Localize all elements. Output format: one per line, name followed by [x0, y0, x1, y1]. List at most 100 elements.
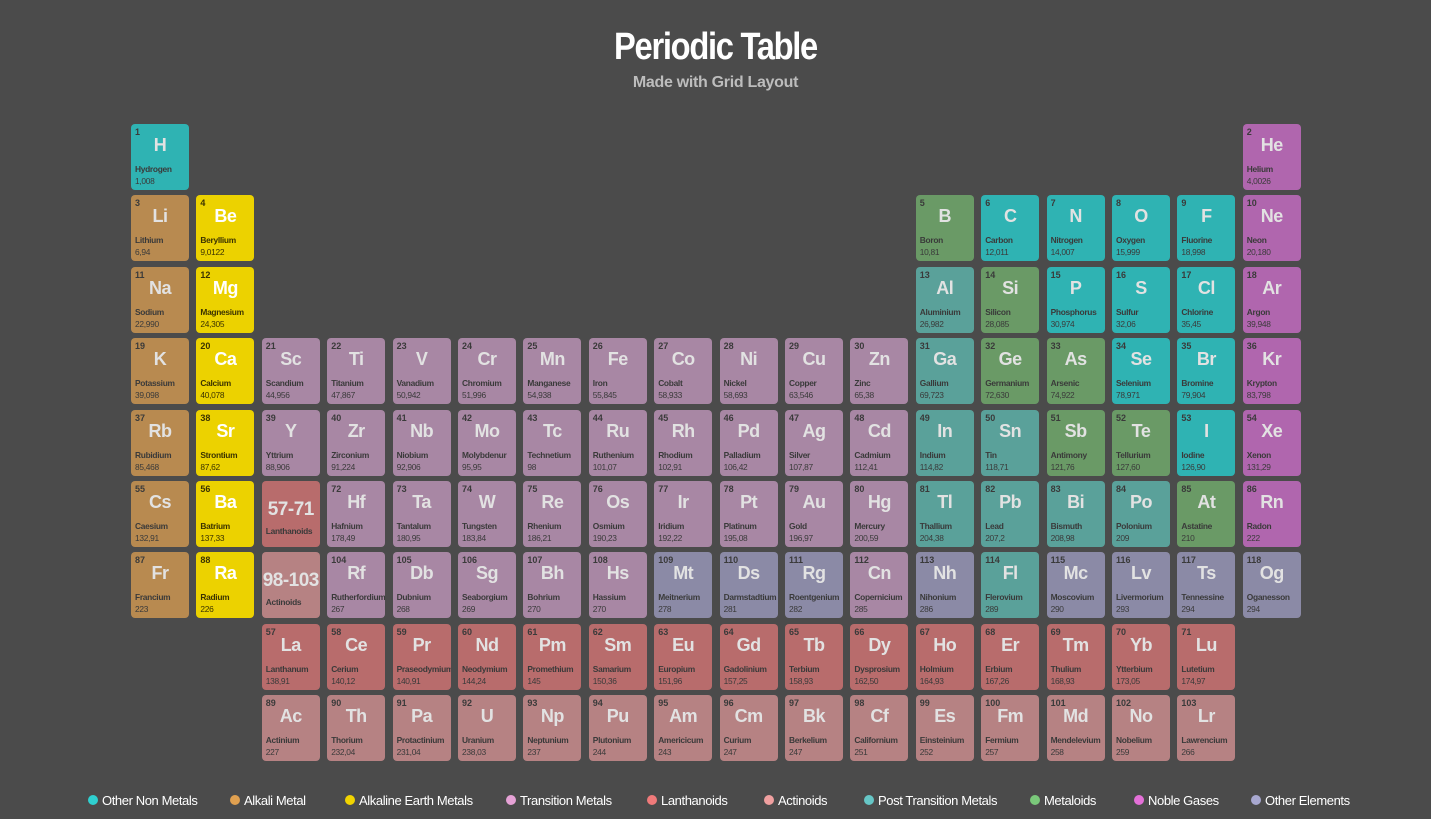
element-neon[interactable]: 10 Ne Neon 20,180 — [1242, 195, 1301, 262]
element-iridium[interactable]: 77 Ir Iridium 192,22 — [654, 481, 713, 547]
element-xenon[interactable]: 54 Xe Xenon 131,29 — [1242, 409, 1301, 476]
element-beryllium[interactable]: 4 Be Beryllium 9,0122 — [196, 195, 255, 262]
element-rhenium[interactable]: 75 Re Rhenium 186,21 — [523, 481, 582, 547]
element-thallium[interactable]: 81 Tl Thallium 204,38 — [915, 481, 974, 547]
element-dubnium[interactable]: 105 Db Dubnium 268 — [392, 552, 451, 619]
element-neodymium[interactable]: 60 Nd Neodymium 144,24 — [458, 623, 516, 690]
element-zinc[interactable]: 30 Zn Zinc 65,38 — [850, 338, 909, 405]
element-lanthanum[interactable]: 57 La Lanthanum 138,91 — [261, 623, 320, 690]
element-phosphorus[interactable]: 15 P Phosphorus 30,974 — [1046, 266, 1105, 333]
element-neptunium[interactable]: 93 Np Neptunium 237 — [523, 695, 582, 762]
element-osmium[interactable]: 76 Os Osmium 190,23 — [588, 481, 647, 547]
element-flerovium[interactable]: 114 Fl Flerovium 289 — [981, 552, 1040, 619]
element-plutonium[interactable]: 94 Pu Plutonium 244 — [588, 695, 647, 762]
element-tungsten[interactable]: 74 W Tungsten 183,84 — [458, 481, 516, 547]
element-molybdenur[interactable]: 42 Mo Molybdenur 95,95 — [458, 409, 516, 476]
element-roentgenium[interactable]: 111 Rg Roentgenium 282 — [785, 552, 843, 619]
element-oxygen[interactable]: 8 O Oxygen 15,999 — [1112, 195, 1170, 262]
element-chlorine[interactable]: 17 Cl Chlorine 35,45 — [1177, 266, 1236, 333]
element-fluorine[interactable]: 9 F Fluorine 18,998 — [1177, 195, 1236, 262]
element-chromium[interactable]: 24 Cr Chromium 51,996 — [458, 338, 516, 405]
element-group-actinoids[interactable]: 98-103 Actinoids — [261, 552, 320, 619]
element-cobalt[interactable]: 27 Co Cobalt 58,933 — [654, 338, 713, 405]
element-uranium[interactable]: 92 U Uranium 238,03 — [458, 695, 516, 762]
element-cerium[interactable]: 58 Ce Cerium 140,12 — [327, 623, 386, 690]
element-titanium[interactable]: 22 Ti Titanium 47,867 — [327, 338, 386, 405]
element-europium[interactable]: 63 Eu Europium 151,96 — [654, 623, 713, 690]
element-nobelium[interactable]: 102 No Nobelium 259 — [1112, 695, 1170, 762]
element-holmium[interactable]: 67 Ho Holmium 164,93 — [915, 623, 974, 690]
element-krypton[interactable]: 36 Kr Krypton 83,798 — [1242, 338, 1301, 405]
element-hafnium[interactable]: 72 Hf Hafnium 178,49 — [327, 481, 386, 547]
element-erbium[interactable]: 68 Er Erbium 167,26 — [981, 623, 1040, 690]
element-actinium[interactable]: 89 Ac Actinium 227 — [261, 695, 320, 762]
element-calcium[interactable]: 20 Ca Calcium 40,078 — [196, 338, 255, 405]
element-sodium[interactable]: 11 Na Sodium 22,990 — [131, 266, 189, 333]
element-germanium[interactable]: 32 Ge Germanium 72,630 — [981, 338, 1040, 405]
element-promethium[interactable]: 61 Pm Promethium 145 — [523, 623, 582, 690]
element-livermorium[interactable]: 116 Lv Livermorium 293 — [1112, 552, 1170, 619]
legend-item[interactable]: Actinoids — [764, 790, 828, 810]
element-protactinium[interactable]: 91 Pa Protactinium 231,04 — [392, 695, 451, 762]
element-californium[interactable]: 98 Cf Californium 251 — [850, 695, 909, 762]
element-carbon[interactable]: 6 C Carbon 12,011 — [981, 195, 1040, 262]
element-hydrogen[interactable]: 1 H Hydrogen 1,008 — [131, 124, 189, 190]
element-copernicium[interactable]: 112 Cn Copernicium 285 — [850, 552, 909, 619]
element-scandium[interactable]: 21 Sc Scandium 44,956 — [261, 338, 320, 405]
legend-item[interactable]: Alkali Metal — [230, 790, 306, 810]
element-rutherfordium[interactable]: 104 Rf Rutherfordium 267 — [327, 552, 386, 619]
element-lithium[interactable]: 3 Li Lithium 6,94 — [131, 195, 189, 262]
legend-item[interactable]: Other Non Metals — [88, 790, 198, 810]
element-sulfur[interactable]: 16 S Sulfur 32,06 — [1112, 266, 1170, 333]
element-polonium[interactable]: 84 Po Polonium 209 — [1112, 481, 1170, 547]
element-einsteinium[interactable]: 99 Es Einsteinium 252 — [915, 695, 974, 762]
element-group-lanthanoids[interactable]: 57-71 Lanthanoids — [261, 481, 320, 547]
element-zirconium[interactable]: 40 Zr Zirconium 91,224 — [327, 409, 386, 476]
element-helium[interactable]: 2 He Helium 4,0026 — [1242, 124, 1301, 190]
element-ruthenium[interactable]: 44 Ru Ruthenium 101,07 — [588, 409, 647, 476]
element-tin[interactable]: 50 Sn Tin 118,71 — [981, 409, 1040, 476]
element-iodine[interactable]: 53 I Iodine 126,90 — [1177, 409, 1236, 476]
element-lawrencium[interactable]: 103 Lr Lawrencium 266 — [1177, 695, 1236, 762]
element-astatine[interactable]: 85 At Astatine 210 — [1177, 481, 1236, 547]
element-moscovium[interactable]: 115 Mc Moscovium 290 — [1046, 552, 1105, 619]
element-magnesium[interactable]: 12 Mg Magnesium 24,305 — [196, 266, 255, 333]
legend-item[interactable]: Alkaline Earth Metals — [345, 790, 473, 810]
element-potassium[interactable]: 19 K Potassium 39,098 — [131, 338, 189, 405]
element-manganese[interactable]: 25 Mn Manganese 54,938 — [523, 338, 582, 405]
element-radium[interactable]: 88 Ra Radium 226 — [196, 552, 255, 619]
element-rhodium[interactable]: 45 Rh Rhodium 102,91 — [654, 409, 713, 476]
element-tantalum[interactable]: 73 Ta Tantalum 180,95 — [392, 481, 451, 547]
element-radon[interactable]: 86 Rn Radon 222 — [1242, 481, 1301, 547]
element-praseodymium[interactable]: 59 Pr Praseodymium 140,91 — [392, 623, 451, 690]
element-palladium[interactable]: 46 Pd Palladium 106,42 — [719, 409, 778, 476]
element-selenium[interactable]: 34 Se Selenium 78,971 — [1112, 338, 1170, 405]
element-technetium[interactable]: 43 Tc Technetium 98 — [523, 409, 582, 476]
element-meitnerium[interactable]: 109 Mt Meitnerium 278 — [654, 552, 713, 619]
element-curium[interactable]: 96 Cm Curium 247 — [719, 695, 778, 762]
element-vanadium[interactable]: 23 V Vanadium 50,942 — [392, 338, 451, 405]
element-lutetium[interactable]: 71 Lu Lutetium 174,97 — [1177, 623, 1236, 690]
element-thulium[interactable]: 69 Tm Thulium 168,93 — [1046, 623, 1105, 690]
element-nickel[interactable]: 28 Ni Nickel 58,693 — [719, 338, 778, 405]
element-francium[interactable]: 87 Fr Francium 223 — [131, 552, 189, 619]
element-gadolinium[interactable]: 64 Gd Gadolinium 157,25 — [719, 623, 778, 690]
element-oganesson[interactable]: 118 Og Oganesson 294 — [1242, 552, 1301, 619]
legend-item[interactable]: Transition Metals — [506, 790, 612, 810]
legend-item[interactable]: Other Elements — [1251, 790, 1350, 810]
element-mercury[interactable]: 80 Hg Mercury 200,59 — [850, 481, 909, 547]
element-copper[interactable]: 29 Cu Copper 63,546 — [785, 338, 843, 405]
legend-item[interactable]: Lanthanoids — [647, 790, 728, 810]
element-tellurium[interactable]: 52 Te Tellurium 127,60 — [1112, 409, 1170, 476]
element-samarium[interactable]: 62 Sm Samarium 150,36 — [588, 623, 647, 690]
legend-item[interactable]: Metaloids — [1030, 790, 1096, 810]
element-bohrium[interactable]: 107 Bh Bohrium 270 — [523, 552, 582, 619]
element-aluminium[interactable]: 13 Al Aluminium 26,982 — [915, 266, 974, 333]
element-nihonium[interactable]: 113 Nh Nihonium 286 — [915, 552, 974, 619]
element-boron[interactable]: 5 B Boron 10,81 — [915, 195, 974, 262]
element-mendelevium[interactable]: 101 Md Mendelevium 258 — [1046, 695, 1105, 762]
element-antimony[interactable]: 51 Sb Antimony 121,76 — [1046, 409, 1105, 476]
element-indium[interactable]: 49 In Indium 114,82 — [915, 409, 974, 476]
element-lead[interactable]: 82 Pb Lead 207,2 — [981, 481, 1040, 547]
legend-item[interactable]: Post Transition Metals — [864, 790, 997, 810]
